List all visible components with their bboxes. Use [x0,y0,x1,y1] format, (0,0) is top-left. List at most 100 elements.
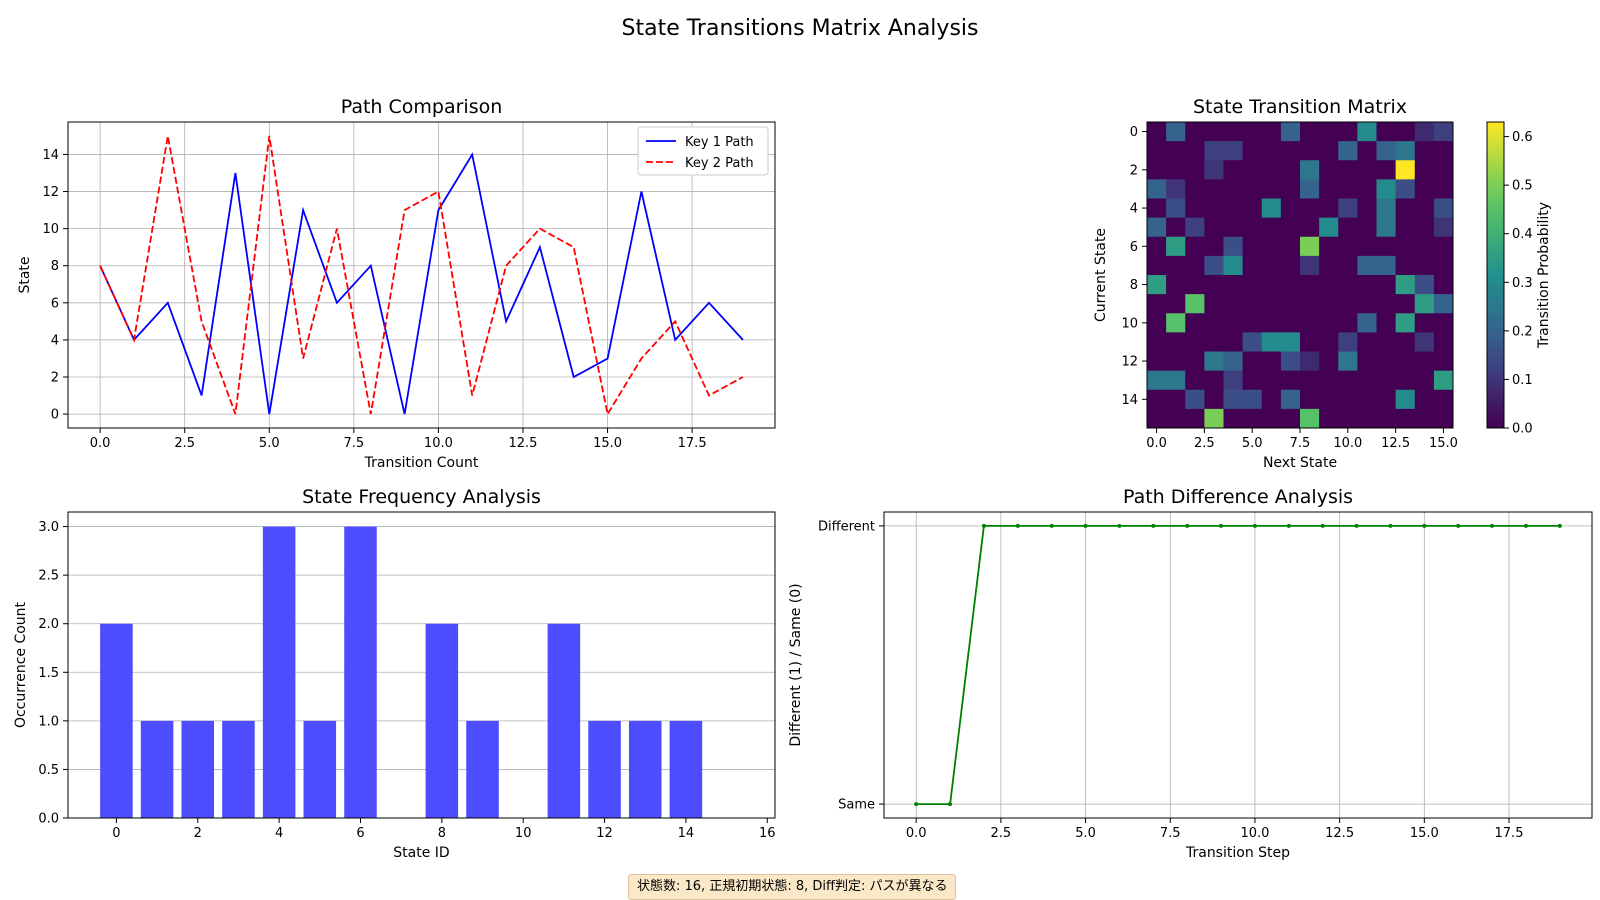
x-tick-label: 2.5 [991,826,1012,841]
heatmap-cell [1376,122,1397,142]
x-axis-label: State ID [393,845,449,861]
y-axis-label: Occurrence Count [13,601,29,728]
heatmap-cell [1223,370,1244,391]
heatmap-cell [1166,408,1186,429]
heatmap-cell [1376,389,1397,410]
heatmap-cell [1261,198,1282,219]
heatmap-cell [1357,389,1377,410]
bar [303,720,337,818]
difference-point [1320,523,1325,528]
y-tick-label: 10 [42,222,59,237]
heatmap-cell [1223,198,1244,219]
heatmap-cell [1147,408,1167,429]
y-tick-label: 2.0 [38,617,59,632]
heatmap-cell [1433,351,1454,372]
x-tick-label: 12.5 [509,436,538,451]
heatmap-cell [1223,217,1244,238]
y-tick-label: 6 [51,296,59,311]
heatmap-cell [1433,294,1454,314]
heatmap-cell [1414,275,1435,295]
heatmap-cell [1204,160,1224,180]
heatmap-cell [1147,275,1167,295]
heatmap-cell [1319,122,1339,142]
y-tick-label: 12 [42,185,59,200]
bar [181,720,215,818]
heatmap-cell [1338,160,1358,180]
heatmap-cell [1395,389,1416,410]
heatmap-cell [1338,294,1358,314]
x-tick-label: 15.0 [1410,826,1439,841]
heatmap-cell [1338,313,1358,333]
heatmap-cell [1300,408,1320,429]
difference-point [1252,523,1257,528]
heatmap-cell [1300,389,1320,410]
state-transition-matrix-panel: 0.0 2.5 5.0 7.5 10.0 12.5 15.0 0 2 4 6 8 10 12 14 State… [1093,96,1552,471]
heatmap-cell [1242,198,1263,219]
heatmap-cell [1300,370,1320,391]
heatmap-cell [1261,236,1282,257]
difference-point [1456,523,1461,528]
heatmap-cell [1338,217,1358,238]
heatmap-cell [1261,389,1282,410]
heatmap-cell [1376,236,1397,257]
heatmap-cell [1338,332,1358,352]
heatmap-cell [1242,389,1263,410]
difference-line [916,525,1560,805]
heatmap-cell [1280,332,1301,352]
heatmap-cell [1357,351,1377,372]
heatmap-cell [1338,141,1358,161]
heatmap-cell [1185,217,1205,238]
y-tick-label: 0.0 [38,812,59,827]
x-tick-label: 5.0 [259,436,280,451]
heatmap-cell [1166,217,1186,238]
heatmap-cell [1204,332,1224,352]
heatmap-cell [1300,313,1320,333]
heatmap-cell [1204,408,1224,429]
heatmap-cell [1357,198,1377,219]
y-tick-label: 4 [1130,202,1138,217]
y-tick-label: 14 [1121,393,1138,408]
heatmap-cell [1376,255,1397,276]
heatmap-cell [1319,217,1339,238]
heatmap-cell [1376,332,1397,352]
path-comparison-panel: 0.0 2.5 5.0 7.5 10.0 12.5 15.0 17.5 0 2 4 6 8 10 12 14 P… [17,96,776,471]
heatmap-cell [1147,351,1167,372]
heatmap-cell [1395,160,1416,180]
heatmap-cell [1166,389,1186,410]
heatmap-cell [1414,160,1435,180]
heatmap-cell [1166,294,1186,314]
colorbar-label: Transition Probability [1536,202,1552,349]
heatmap-cell [1376,275,1397,295]
colorbar-tick-label: 0.6 [1512,130,1533,145]
bar [588,720,621,818]
x-axis-label: Transition Step [1185,845,1290,861]
heatmap-cell [1433,332,1454,352]
heatmap-cell [1433,255,1454,276]
heatmap-cell [1147,332,1167,352]
difference-point [1117,523,1122,528]
heatmap-cell [1147,255,1167,276]
heatmap-cell [1395,255,1416,276]
heatmap-cell [1357,332,1377,352]
heatmap-cell [1280,255,1301,276]
heatmap-cell [1433,141,1454,161]
heatmap-cell [1357,313,1377,333]
series-line [99,152,744,415]
heatmap-cell [1204,255,1224,276]
difference-point [1490,523,1495,528]
heatmap-cell [1300,351,1320,372]
heatmap-cell [1242,351,1263,372]
heatmap-cell [1357,122,1377,142]
heatmap-cell [1319,332,1339,352]
heatmap-cell [1319,179,1339,199]
heatmap-cell [1223,122,1244,142]
legend-label: Key 1 Path [685,135,754,150]
heatmap-cell [1433,179,1454,199]
heatmap-cell [1357,275,1377,295]
heatmap-cell [1280,217,1301,238]
difference-point [1557,523,1562,528]
colorbar-tick-label: 0.3 [1512,276,1533,291]
bar [222,720,255,818]
chart-title: State Transition Matrix [1193,96,1407,118]
heatmap-cell [1338,122,1358,142]
